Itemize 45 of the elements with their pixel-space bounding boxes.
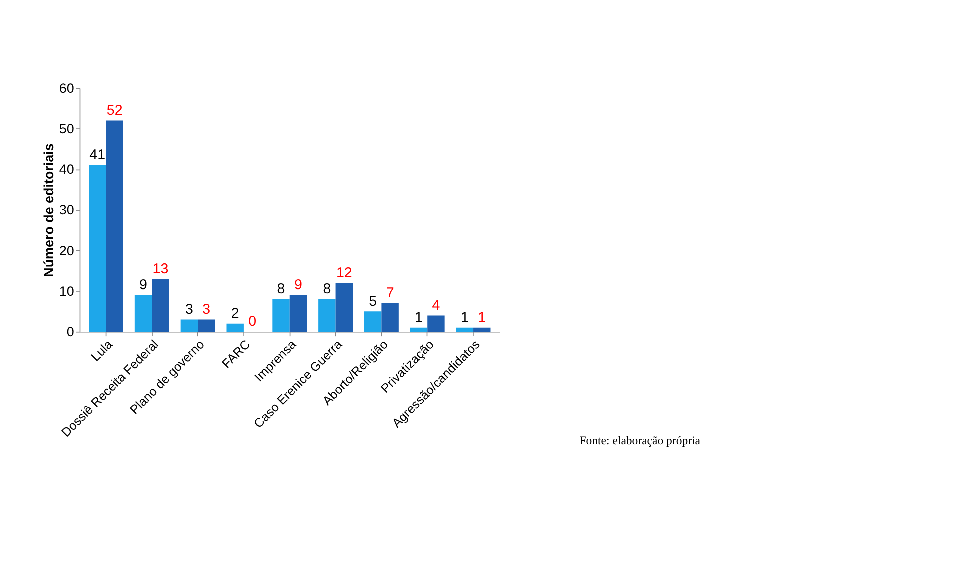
bar [198, 320, 216, 332]
data-label: 0 [248, 314, 257, 330]
data-label: 13 [152, 261, 169, 278]
y-tick-label: 60 [59, 80, 74, 96]
bar [152, 279, 170, 332]
data-label: 9 [294, 278, 303, 294]
y-tick-label: 0 [66, 324, 74, 340]
bar [428, 316, 445, 332]
data-label: 3 [185, 302, 194, 318]
bar [456, 328, 474, 332]
data-label: 9 [140, 278, 148, 294]
bar [318, 299, 336, 332]
bar [180, 320, 198, 332]
data-label: 4 [432, 298, 440, 314]
bar [106, 120, 124, 332]
source-note: Fonte: elaboração própria [580, 434, 702, 448]
bar [336, 283, 353, 332]
y-tick-label: 40 [59, 162, 74, 178]
data-label: 1 [478, 310, 486, 326]
data-label: 12 [336, 265, 352, 282]
bar [134, 295, 152, 332]
y-tick-label: 50 [59, 122, 74, 137]
bar [410, 328, 428, 332]
bar [226, 324, 244, 332]
bar [364, 312, 382, 332]
data-label: 1 [460, 310, 469, 326]
bar [382, 304, 399, 332]
bar [474, 328, 491, 332]
data-label: 1 [415, 310, 424, 326]
data-label: 2 [231, 306, 240, 322]
data-label: 52 [106, 102, 123, 119]
data-label: 7 [386, 286, 394, 302]
bar [290, 295, 308, 332]
data-label: 8 [277, 282, 286, 298]
bar [89, 165, 106, 332]
data-label: 41 [90, 148, 106, 164]
y-tick-label: 10 [59, 284, 74, 299]
bar [272, 299, 290, 332]
data-label: 8 [323, 282, 332, 298]
x-tick-label: Lula [88, 338, 116, 364]
data-label: 5 [369, 294, 378, 310]
y-tick-label: 20 [59, 243, 74, 258]
y-tick-label: 30 [59, 202, 74, 218]
y-axis-title: Número de editoriais [42, 144, 57, 278]
data-label: 3 [202, 302, 211, 318]
